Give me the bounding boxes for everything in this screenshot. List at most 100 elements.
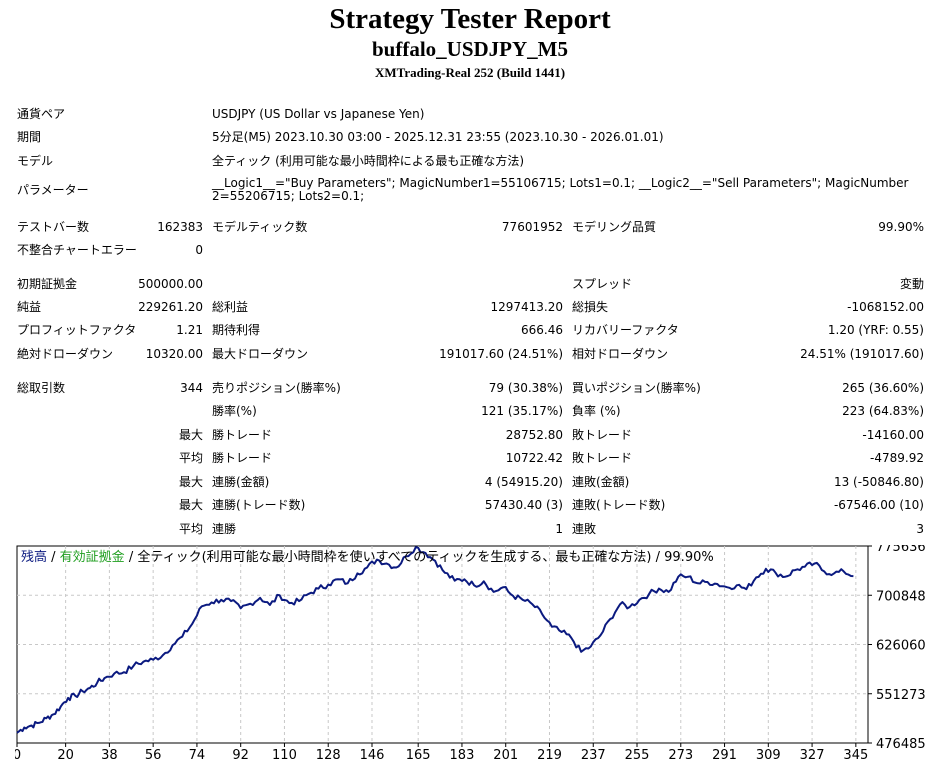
rel-dd-label: 相対ドローダウン: [572, 347, 669, 361]
x-tick-label: 255: [625, 748, 650, 763]
legend-equity: 有効証拠金: [59, 550, 125, 565]
max-consec-count-label: 最大: [178, 498, 203, 512]
x-tick-label: 20: [57, 748, 74, 763]
mismatch-label: 不整合チャートエラー: [17, 243, 137, 257]
x-tick-label: 291: [712, 748, 737, 763]
max-consec-wins-label: 連勝(金額): [212, 475, 270, 489]
quality-label: モデリング品質: [572, 220, 657, 234]
y-tick-label: 476485: [876, 737, 926, 752]
lossrate-label: 負率 (%): [572, 404, 621, 418]
report-subtitle: buffalo_USDJPY_M5: [371, 37, 568, 61]
spread-value: 変動: [899, 277, 924, 291]
chart-legend: 残高 / 有効証拠金 / 全ティック(利用可能な最小時間枠を使いすべてのティック…: [21, 550, 714, 566]
avg-loss-label: 敗トレード: [572, 451, 633, 465]
recovery-label: リカバリーファクタ: [572, 323, 679, 337]
model-value: 全ティック (利用可能な最小時間枠による最も正確な方法): [212, 154, 525, 168]
deposit-label: 初期証拠金: [17, 277, 78, 291]
legend-sep-2: /: [124, 550, 138, 565]
x-tick-label: 165: [406, 748, 431, 763]
x-tick-label: 273: [668, 748, 693, 763]
avg-win-value: 10722.42: [505, 451, 563, 465]
trades-value: 344: [180, 381, 203, 395]
max-consec-losses-label: 連敗(金額): [572, 475, 630, 489]
short-label: 売りポジション(勝率%): [212, 381, 341, 395]
abs-dd-value: 10320.00: [145, 347, 203, 361]
max-dd-label: 最大ドローダウン: [212, 347, 309, 361]
lossrate-value: 223 (64.83%): [842, 404, 924, 418]
trades-label: 総取引数: [17, 381, 66, 395]
expected-value: 666.46: [521, 323, 563, 337]
gross-profit-label: 総利益: [212, 300, 249, 314]
average-label: 平均: [178, 451, 203, 465]
max-consec-loss-label: 連敗(トレード数): [572, 498, 666, 512]
max-consec-loss-value: -67546.00 (10): [833, 498, 924, 512]
avg-consec-wins-value: 1: [555, 522, 563, 536]
short-value: 79 (30.38%): [488, 381, 563, 395]
x-tick-label: 92: [232, 748, 249, 763]
symbol-label: 通貨ペア: [17, 107, 66, 121]
y-tick-label: 626060: [876, 639, 926, 654]
x-tick-label: 237: [581, 748, 606, 763]
avg-consec-losses-value: 3: [916, 522, 924, 536]
legend-description: 全ティック(利用可能な最小時間枠を使いすべてのティックを生成する、最も正確な方法…: [137, 550, 714, 565]
params-label: パラメーター: [17, 183, 89, 197]
largest-loss-label: 敗トレード: [572, 428, 633, 442]
params-value: __Logic1__="Buy Parameters"; MagicNumber…: [212, 176, 909, 203]
net-value: 229261.20: [138, 300, 203, 314]
pf-value: 1.21: [176, 323, 203, 337]
y-tick-label: 700848: [876, 589, 926, 604]
winrate-label: 勝率(%): [212, 404, 257, 418]
x-tick-label: 56: [145, 748, 162, 763]
period-label: 期間: [17, 130, 42, 144]
max-consec-label: 最大: [178, 475, 203, 489]
bars-label: テストバー数: [17, 220, 90, 234]
bars-value: 162383: [157, 220, 203, 234]
max-dd-value: 191017.60 (24.51%): [439, 347, 563, 361]
max-consec-losses-value: 13 (-50846.80): [833, 475, 924, 489]
pf-label: プロフィットファクタ: [17, 323, 137, 337]
quality-value: 99.90%: [878, 220, 924, 234]
symbol-value: USDJPY (US Dollar vs Japanese Yen): [212, 107, 425, 121]
ticks-value: 77601952: [501, 220, 563, 234]
report-title: Strategy Tester Report: [329, 3, 611, 35]
x-tick-label: 219: [537, 748, 562, 763]
winrate-value: 121 (35.17%): [481, 404, 563, 418]
deposit-value: 500000.00: [138, 277, 203, 291]
largest-loss-value: -14160.00: [862, 428, 924, 442]
mismatch-value: 0: [195, 243, 203, 257]
y-tick-label: 551273: [876, 688, 926, 703]
gross-profit-value: 1297413.20: [490, 300, 563, 314]
x-tick-label: 128: [316, 748, 341, 763]
x-tick-label: 74: [189, 748, 206, 763]
largest-win-value: 28752.80: [505, 428, 563, 442]
net-label: 純益: [17, 300, 42, 314]
balance-chart-svg: 775636 700848 626060 551273 476485 0 20 38 56 74 9…: [15, 545, 926, 763]
balance-chart: 775636 700848 626060 551273 476485 0 20 38 56 74 9…: [15, 545, 940, 765]
max-consec-wins-value: 4 (54915.20): [484, 475, 563, 489]
spread-label: スプレッド: [572, 277, 633, 291]
x-tick-label: 146: [360, 748, 385, 763]
largest-win-label: 勝トレード: [212, 428, 273, 442]
y-tick-label: 775636: [876, 545, 926, 555]
rel-dd-value: 24.51% (191017.60): [800, 347, 924, 361]
period-value: 5分足(M5) 2023.10.30 03:00 - 2025.12.31 23…: [212, 130, 664, 144]
largest-label: 最大: [178, 428, 203, 442]
balance-line: [16, 546, 854, 734]
x-tick-label: 0: [15, 748, 21, 763]
max-consec-profit-value: 57430.40 (3): [484, 498, 563, 512]
x-tick-label: 110: [272, 748, 297, 763]
x-tick-label: 201: [493, 748, 518, 763]
model-label: モデル: [17, 154, 54, 168]
max-consec-profit-label: 連勝(トレード数): [212, 498, 306, 512]
avg-consec-label: 平均: [178, 522, 203, 536]
avg-win-label: 勝トレード: [212, 451, 273, 465]
server-info: XMTrading-Real 252 (Build 1441): [374, 65, 566, 80]
x-tick-label: 183: [450, 748, 475, 763]
avg-loss-value: -4789.92: [870, 451, 924, 465]
long-label: 買いポジション(勝率%): [572, 381, 701, 395]
long-value: 265 (36.60%): [842, 381, 924, 395]
avg-consec-losses-label: 連敗: [572, 522, 597, 536]
x-tick-label: 345: [843, 748, 868, 763]
legend-sep-1: /: [47, 550, 60, 565]
x-tick-label: 327: [800, 748, 825, 763]
